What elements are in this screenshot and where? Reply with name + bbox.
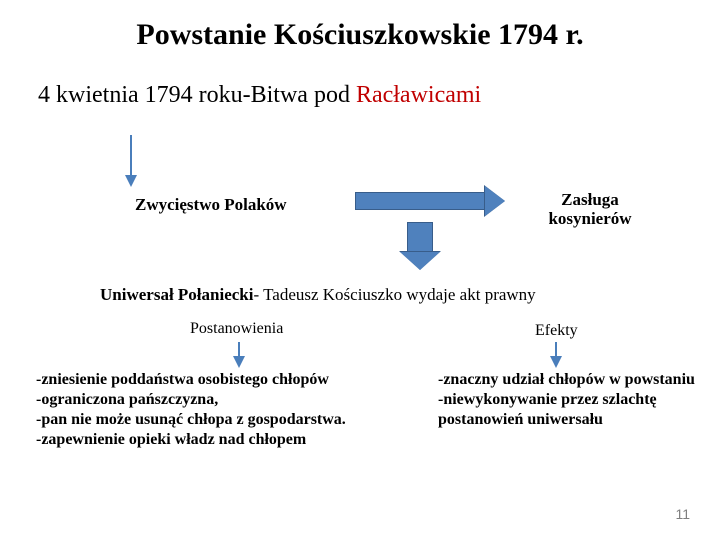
arrow-down-thin-head bbox=[125, 175, 137, 187]
merit-line2: kosynierów bbox=[548, 209, 631, 228]
arrow-down-thin bbox=[130, 135, 132, 177]
arrow-down-block bbox=[407, 222, 433, 252]
right-list: -znaczny udział chłopów w powstaniu -nie… bbox=[438, 370, 698, 430]
list-item: -niewykonywanie przez szlachtę postanowi… bbox=[438, 390, 698, 430]
arrow-down-block-head bbox=[400, 252, 440, 270]
list-item: -znaczny udział chłopów w powstaniu bbox=[438, 370, 698, 390]
efekty-label: Efekty bbox=[535, 322, 578, 340]
page-number: 11 bbox=[675, 506, 690, 522]
arrow-right-head bbox=[485, 186, 505, 216]
universal-bold: Uniwersał Połaniecki bbox=[100, 285, 253, 304]
merit-label: Zasługa kosynierów bbox=[525, 191, 655, 228]
merit-line1: Zasługa bbox=[561, 190, 619, 209]
left-list: -zniesienie poddaństwa osobistego chłopó… bbox=[36, 370, 406, 450]
list-item: -pan nie może usunąć chłopa z gospodarst… bbox=[36, 410, 406, 430]
list-item: -zapewnienie opieki władz nad chłopem bbox=[36, 430, 406, 450]
list-item: -zniesienie poddaństwa osobistego chłopó… bbox=[36, 370, 406, 390]
victory-label: Zwycięstwo Polaków bbox=[135, 195, 287, 215]
postanowienia-label: Postanowienia bbox=[190, 320, 283, 338]
subtitle-plain: 4 kwietnia 1794 roku-Bitwa pod bbox=[38, 82, 356, 108]
list-item: -ograniczona pańszczyzna, bbox=[36, 390, 406, 410]
arrow-post-down-head bbox=[233, 356, 245, 368]
arrow-right-block bbox=[355, 192, 485, 210]
subtitle-highlight: Racławicami bbox=[356, 82, 481, 108]
slide-title: Powstanie Kościuszkowskie 1794 r. bbox=[0, 0, 720, 52]
universal-line: Uniwersał Połaniecki- Tadeusz Kościuszko… bbox=[100, 285, 660, 305]
universal-rest: - Tadeusz Kościuszko wydaje akt prawny bbox=[253, 285, 535, 304]
arrow-efekty-down-head bbox=[550, 356, 562, 368]
subtitle: 4 kwietnia 1794 roku-Bitwa pod Racławica… bbox=[0, 52, 720, 109]
